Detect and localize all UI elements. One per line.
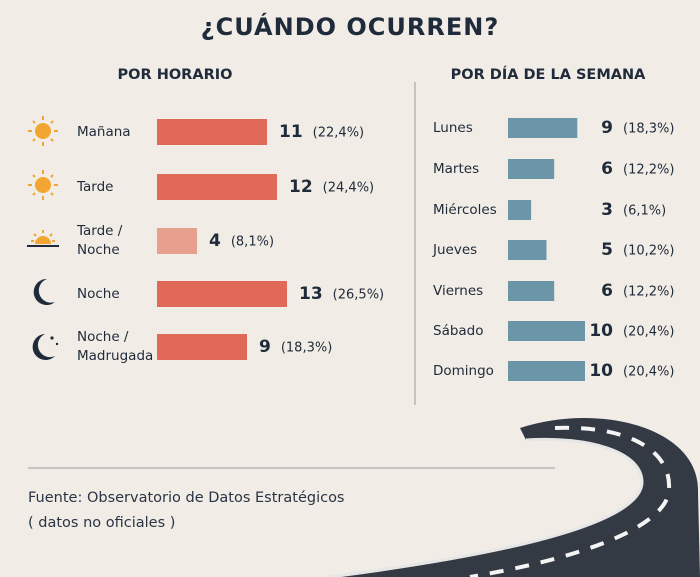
category-label: Noche: [77, 285, 120, 302]
category-label: Miércoles: [433, 201, 497, 218]
category-label: Tarde / Noche: [77, 223, 123, 258]
category-label: Martes: [433, 160, 480, 177]
bar: [508, 159, 555, 179]
value-label: 4: [209, 231, 221, 251]
percent-label: (24,4%): [323, 181, 374, 196]
percent-label: (18,3%): [623, 122, 674, 137]
value-label: 9: [601, 118, 613, 138]
bar: [157, 281, 287, 307]
road-edge: [329, 437, 644, 577]
category-label: Viernes: [433, 282, 484, 299]
note: ( datos no oficiales ): [28, 515, 176, 531]
value-label: 5: [601, 240, 613, 260]
category-label: Lunes: [433, 119, 473, 136]
bar: [508, 240, 547, 260]
percent-label: (26,5%): [333, 288, 384, 303]
percent-label: (6,1%): [623, 204, 666, 219]
category-label: Sábado: [433, 322, 484, 339]
value-label: 11: [279, 122, 303, 142]
bar: [508, 200, 532, 220]
percent-label: (20,4%): [623, 325, 674, 340]
title: ¿CUÁNDO OCURREN?: [201, 12, 500, 41]
sunset-icon: [27, 230, 59, 247]
value-label: 6: [601, 159, 613, 179]
moon-icon: [33, 278, 55, 305]
sun-icon: [28, 170, 58, 200]
bar: [157, 119, 267, 145]
bar: [508, 361, 585, 381]
category-label: Jueves: [433, 241, 478, 258]
value-label: 10: [589, 361, 613, 381]
category-label: Noche / Madrugada: [77, 329, 154, 364]
value-label: 3: [601, 200, 613, 220]
road-center-line: [469, 425, 672, 577]
value-label: 10: [589, 321, 613, 341]
percent-label: (18,3%): [281, 341, 332, 356]
percent-label: (12,2%): [623, 163, 674, 178]
bar: [508, 321, 585, 341]
chart-heading: POR HORARIO: [118, 67, 233, 83]
category-label: Tarde: [77, 178, 114, 195]
percent-label: (8,1%): [231, 235, 274, 250]
value-label: 6: [601, 281, 613, 301]
bar: [508, 118, 578, 138]
chart-heading: POR DÍA DE LA SEMANA: [451, 66, 647, 83]
percent-label: (22,4%): [313, 126, 364, 141]
percent-label: (10,2%): [623, 244, 674, 259]
value-label: 9: [259, 337, 271, 357]
road: [330, 418, 700, 577]
source-label: Fuente:: [28, 490, 83, 506]
value-label: 12: [289, 177, 313, 197]
bar: [157, 228, 197, 254]
value-label: 13: [299, 284, 323, 304]
bar: [157, 334, 247, 360]
category-label: Domingo: [433, 362, 494, 379]
source-text: Observatorio de Datos Estratégicos: [86, 490, 345, 506]
bar: [157, 174, 277, 200]
percent-label: (12,2%): [623, 285, 674, 300]
bar: [508, 281, 555, 301]
percent-label: (20,4%): [623, 365, 674, 380]
sun-icon: [28, 116, 58, 146]
category-label: Mañana: [77, 123, 131, 140]
moon-stars-icon: [32, 334, 59, 360]
source: Fuente: Observatorio de Datos Estratégic…: [28, 490, 345, 506]
